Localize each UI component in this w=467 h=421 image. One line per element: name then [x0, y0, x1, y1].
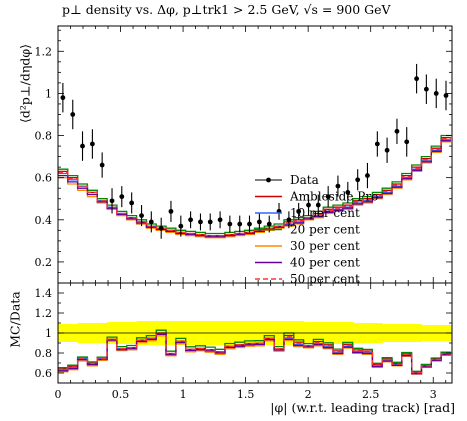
data-point [296, 208, 302, 214]
main-y-tick-label: 1 [45, 87, 52, 100]
data-point [80, 143, 85, 149]
x-axis-label: |φ| (w.r.t. leading track) [rad] [270, 400, 455, 415]
data-point [384, 147, 390, 153]
data-point [306, 202, 311, 208]
data-point [158, 225, 164, 231]
ratio-y-tick-label: 1.2 [35, 307, 53, 320]
data-point [345, 190, 351, 195]
x-tick-label: 1.5 [237, 388, 255, 401]
data-point [256, 219, 262, 225]
data-point [99, 162, 105, 168]
chart-title: p⊥ density vs. Δφ, p⊥trk1 > 2.5 GeV, √s … [62, 2, 391, 17]
data-point [414, 76, 420, 82]
data-point [365, 173, 370, 178]
main-y-tick-label: 0.6 [35, 172, 53, 185]
main-y-tick-label: 1.2 [35, 45, 53, 58]
ratio-y-tick-label: 1 [45, 327, 52, 340]
legend-label-ambleside-pro: Ambleside Pro [289, 190, 378, 204]
data-point [207, 219, 213, 225]
data-point [433, 91, 439, 96]
series-line-50-per-cent [58, 138, 451, 237]
data-point [60, 95, 66, 101]
data-point [70, 112, 76, 117]
data-point [355, 177, 361, 183]
data-point [286, 217, 292, 223]
ratio-line-20-per-cent [58, 329, 451, 372]
data-point [227, 221, 233, 227]
data-point [139, 213, 144, 218]
data-point [394, 128, 400, 134]
x-tick-label: 0.5 [112, 388, 130, 401]
main-frame [57, 25, 453, 284]
data-point [247, 221, 252, 227]
x-tick-label: 2 [305, 388, 312, 401]
legend-label-40-per-cent: 40 per cent [290, 256, 360, 270]
data-point [315, 202, 321, 208]
main-y-tick-label: 0.2 [35, 256, 53, 269]
data-point [129, 200, 135, 206]
data-point [188, 217, 193, 223]
series-line-20-per-cent [58, 134, 451, 235]
ratio-y-tick-label: 0.8 [35, 347, 53, 360]
legend-label-data: Data [290, 173, 319, 187]
data-point [109, 198, 115, 204]
ratio-y-tick-label: 0.6 [35, 367, 53, 380]
legend-label-20-per-cent: 20 per cent [290, 223, 360, 237]
data-point [89, 141, 95, 147]
data-point [148, 219, 154, 225]
data-point [168, 208, 174, 214]
legend-label-30-per-cent: 30 per cent [290, 239, 360, 253]
legend-swatch-data-marker [266, 177, 271, 183]
data-point [217, 217, 223, 223]
data-point [423, 86, 429, 92]
main-y-tick-label: 0.4 [35, 214, 53, 227]
ratio-y-tick-label: 1.4 [35, 287, 53, 300]
data-point [443, 93, 449, 98]
x-tick-label: 0 [55, 388, 62, 401]
data-point [198, 219, 203, 225]
data-point [119, 194, 125, 200]
data-point [237, 221, 243, 227]
ratio-line-50-per-cent [58, 332, 451, 374]
x-tick-label: 1 [180, 388, 187, 401]
data-point [374, 141, 380, 147]
data-point [266, 221, 272, 227]
x-tick-label: 2.5 [362, 388, 380, 401]
data-point [178, 223, 184, 229]
x-tick-label: 3 [430, 388, 437, 401]
main-y-tick-label: 0.8 [35, 130, 53, 143]
legend-label-50-per-cent: 50 per cent [290, 272, 360, 286]
data-point [335, 183, 341, 189]
main-panel: 0.2 0.4 0.6 0.8 1 1.2 Data Ambleside Pro 10 per … [35, 25, 453, 383]
legend-label-10-per-cent: 10 per cent [290, 206, 360, 220]
data-point [404, 139, 410, 145]
ratio-panel: 0 0.5 1 1.5 2 2.5 3 0.6 0.8 1 1.2 1.4 [35, 282, 453, 401]
data-point [325, 194, 331, 200]
